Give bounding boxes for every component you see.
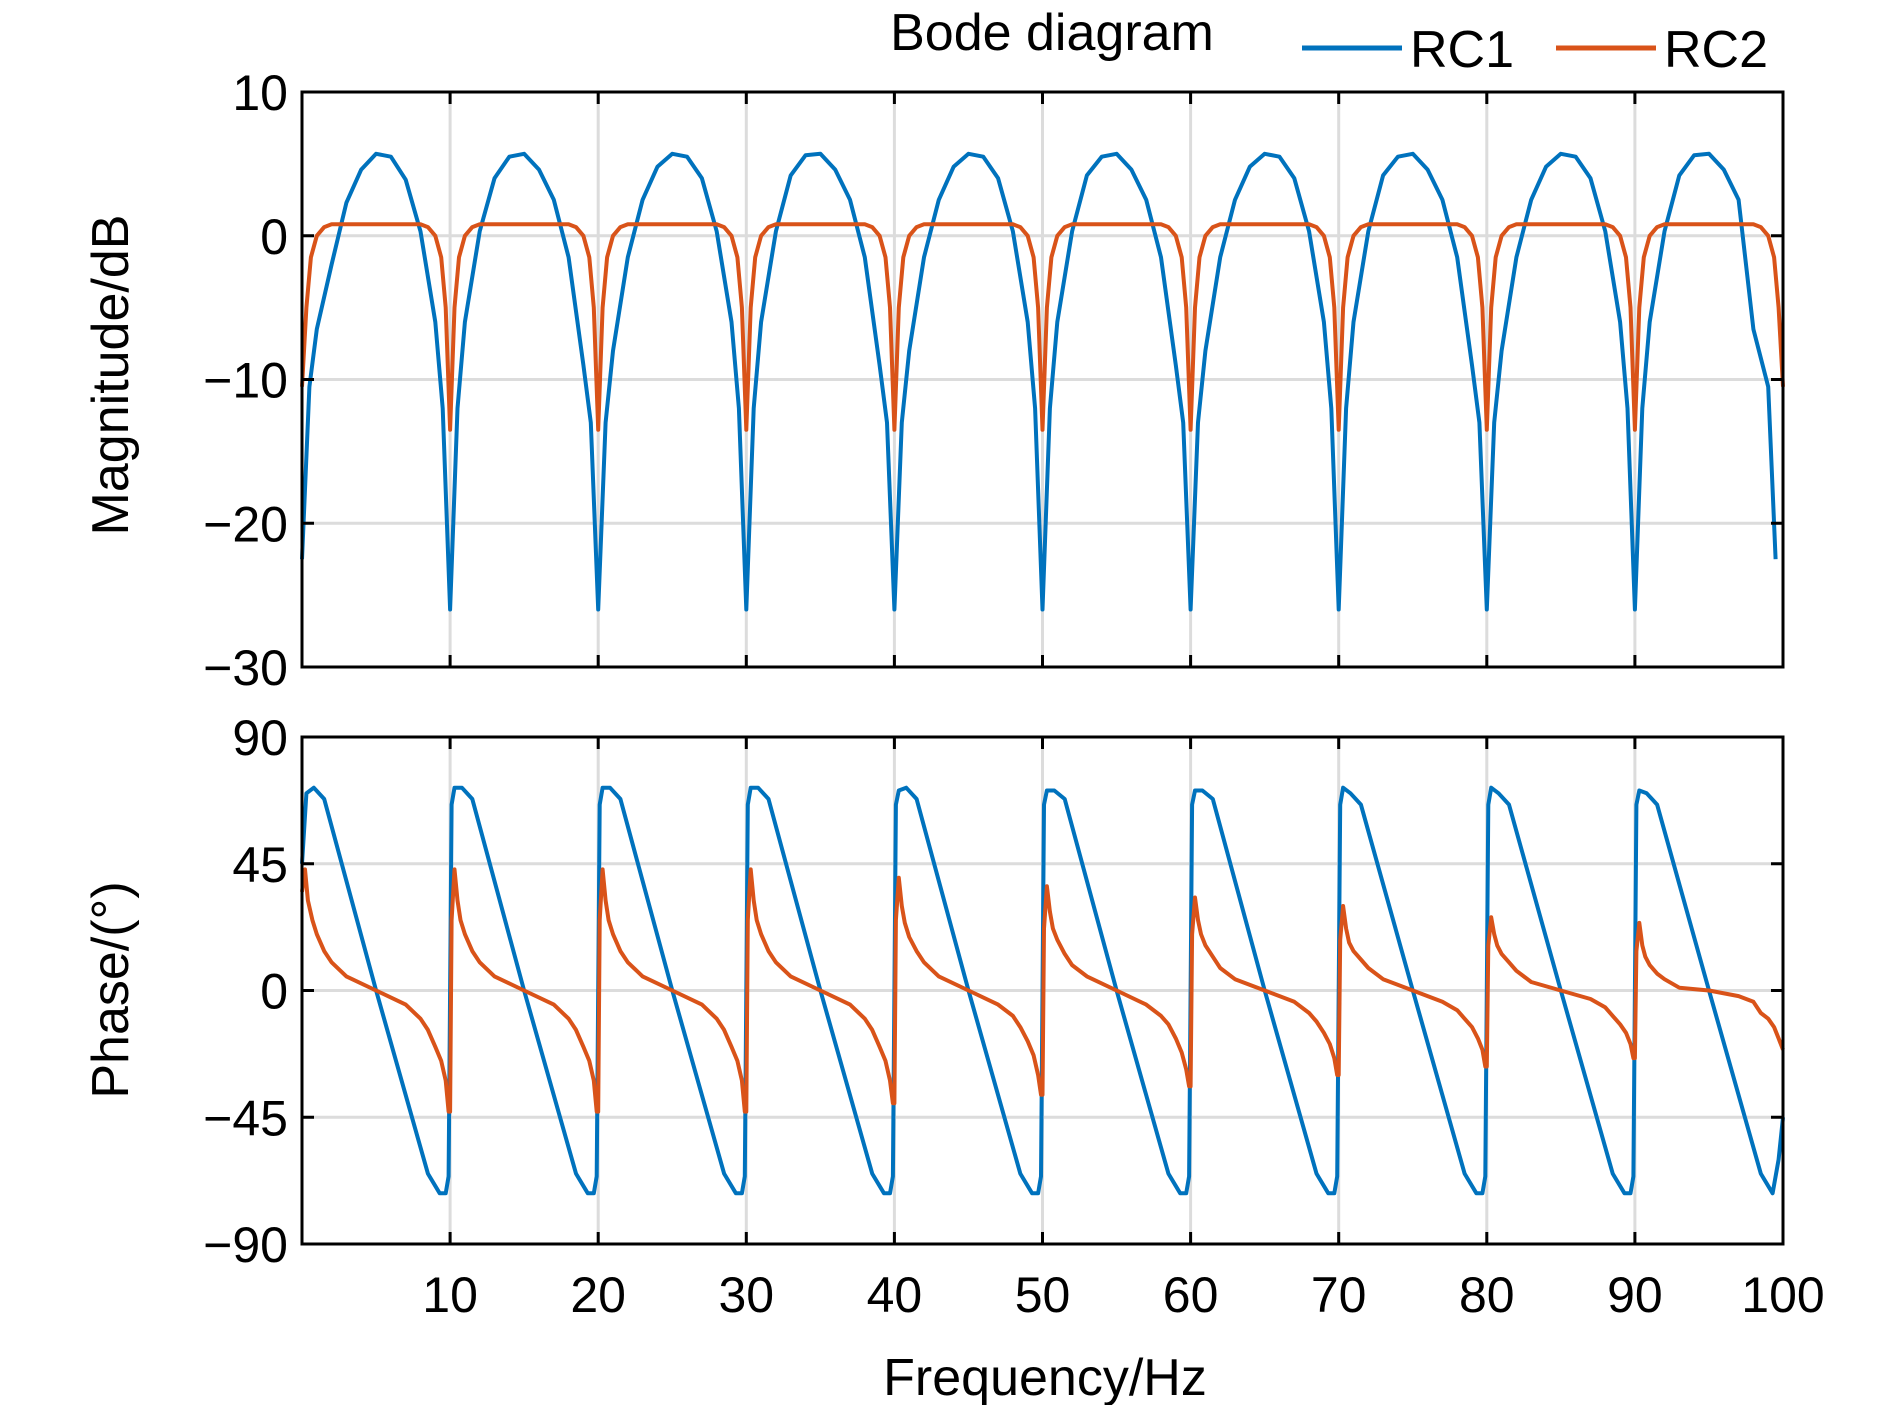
x-axis-label: Frequency/Hz [883, 1349, 1207, 1405]
magnitude-ytick-label-4: −30 [203, 640, 288, 696]
magnitude-ytick-label-3: −20 [203, 496, 288, 552]
x-tick-label-70: 70 [1311, 1267, 1367, 1323]
x-tick-label-50: 50 [1015, 1267, 1071, 1323]
x-tick-label-90: 90 [1607, 1267, 1663, 1323]
x-tick-label-30: 30 [718, 1267, 774, 1323]
x-tick-label-20: 20 [570, 1267, 626, 1323]
x-tick-label-10: 10 [422, 1267, 478, 1323]
magnitude-series-rc2 [300, 222, 1785, 432]
magnitude-ytick-label-2: −10 [203, 353, 288, 409]
phase-series [300, 785, 1785, 1196]
phase-ytick-label-2: 0 [260, 964, 288, 1020]
chart-title: Bode diagram [890, 4, 1214, 62]
magnitude-ticks [302, 90, 1785, 669]
phase-ticks [302, 735, 1785, 1246]
phase-ytick-labels: 90 45 0 −45 −90 [203, 710, 288, 1273]
magnitude-series [300, 151, 1785, 612]
x-tick-label-80: 80 [1459, 1267, 1515, 1323]
magnitude-y-axis-label: Magnitude/dB [82, 215, 140, 536]
phase-panel: 90 45 0 −45 −90 Phase/(°) [82, 710, 1785, 1273]
phase-series-rc2 [300, 867, 1785, 1114]
magnitude-ytick-labels: 10 0 −10 −20 −30 [203, 65, 288, 696]
legend-label-rc1: RC1 [1410, 21, 1514, 79]
legend-label-rc2: RC2 [1664, 21, 1768, 79]
magnitude-ytick-label-1: 0 [260, 209, 288, 265]
phase-ytick-label-0: 90 [232, 710, 288, 766]
x-tick-label-40: 40 [867, 1267, 923, 1323]
magnitude-ytick-label-0: 10 [232, 65, 288, 121]
phase-ytick-label-1: 45 [232, 837, 288, 893]
phase-ytick-label-4: −90 [203, 1217, 288, 1273]
phase-ytick-label-3: −45 [203, 1090, 288, 1146]
x-tick-label-60: 60 [1163, 1267, 1219, 1323]
legend: RC1 RC2 [1302, 21, 1768, 79]
x-tick-label-100: 100 [1741, 1267, 1824, 1323]
magnitude-series-rc1 [300, 151, 1778, 612]
x-tick-labels: 10 20 30 40 50 60 70 80 90 100 [422, 1267, 1824, 1323]
magnitude-panel: 10 0 −10 −20 −30 Magnitude/dB [82, 65, 1785, 696]
phase-y-axis-label: Phase/(°) [82, 881, 140, 1098]
